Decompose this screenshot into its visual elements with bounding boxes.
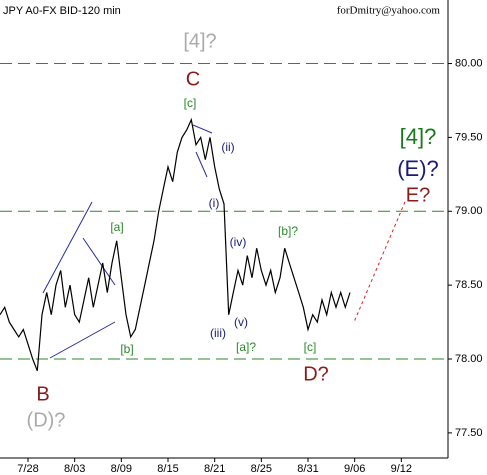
wave-label: [b]?: [278, 224, 298, 238]
y-tick-label: 79.00: [455, 205, 483, 217]
x-tick-label: 8/25: [251, 463, 272, 475]
x-tick-label: 9/12: [391, 463, 412, 475]
author: forDmitry@yahoo.com: [337, 5, 441, 17]
wave-label: [a]?: [236, 340, 256, 354]
y-tick-label: 79.50: [455, 131, 483, 143]
x-tick-label: 7/28: [17, 463, 38, 475]
wave-label: (E)?: [397, 156, 439, 181]
chart-title: JPY A0-FX BID-120 min: [3, 5, 121, 17]
x-tick-label: 8/31: [297, 463, 318, 475]
y-tick-label: 78.50: [455, 279, 483, 291]
x-tick-label: 8/15: [157, 463, 178, 475]
wave-label: D?: [303, 363, 329, 385]
y-tick-label: 78.00: [455, 353, 483, 365]
x-tick-label: 8/09: [111, 463, 132, 475]
wave-label: [b]: [120, 342, 133, 356]
wave-label: (ii): [221, 140, 234, 154]
wave-label: [4]?: [183, 30, 216, 52]
wave-label: (i): [209, 196, 220, 210]
x-tick-label: 8/21: [204, 463, 225, 475]
wave-label: [c]: [304, 340, 317, 354]
y-tick-label: 80.00: [455, 57, 483, 69]
x-tick-label: 9/06: [344, 463, 365, 475]
wave-label: E?: [406, 184, 430, 206]
wave-label: [a]: [110, 220, 123, 234]
wave-label: B: [36, 383, 49, 405]
wave-label: (iv): [230, 235, 247, 249]
wave-label: [c]: [184, 96, 197, 110]
price-line: [0, 117, 351, 372]
wave-label: (iii): [210, 326, 226, 340]
wave-lines: [42, 124, 213, 359]
projection-line: [354, 199, 407, 321]
wave-label: C: [186, 68, 200, 90]
x-tick-label: 8/03: [64, 463, 85, 475]
y-tick-label: 77.50: [455, 427, 483, 439]
wave-label: (v): [234, 315, 248, 329]
wave-label: [4]?: [400, 124, 437, 149]
wave-label: (D)?: [27, 409, 66, 431]
